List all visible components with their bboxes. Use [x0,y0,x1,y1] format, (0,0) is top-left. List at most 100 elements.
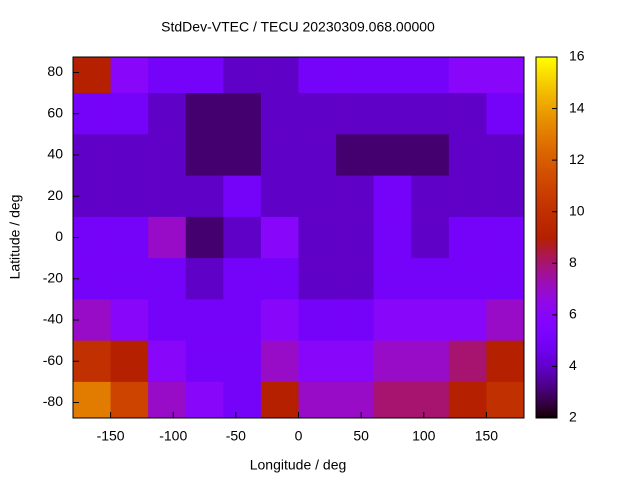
colorbar-gradient [536,61,557,64]
colorbar-gradient [536,201,557,204]
colorbar-gradient [536,247,557,250]
colorbar-gradient [536,393,557,397]
heatmap-cell [260,57,299,94]
colorbar-gradient [536,141,557,144]
colorbar-gradient [536,139,557,142]
heatmap-cell [110,381,149,419]
x-tick-label: 50 [353,428,369,444]
colorbar-gradient [536,109,557,112]
heatmap-cell [448,381,487,419]
colorbar-gradient [536,277,557,281]
colorbar-gradient [536,91,557,94]
y-tick-label: 60 [47,104,63,120]
colorbar-gradient [536,165,557,168]
colorbar-gradient [536,397,557,401]
colorbar-gradient [536,107,557,110]
colorbar-gradient [536,385,557,389]
heatmap-cell [336,134,375,177]
colorbar-gradient [536,155,557,158]
colorbar-gradient [536,309,557,313]
colorbar-gradient [536,265,557,268]
heatmap-cell [110,340,149,383]
colorbar-gradient [536,177,557,180]
colorbar-gradient [536,395,557,399]
heatmap-cell [185,381,224,419]
heatmap-cell [298,175,337,218]
colorbar-gradient [536,405,557,409]
colorbar-gradient [536,249,557,252]
colorbar-gradient [536,381,557,385]
colorbar-gradient [536,123,557,126]
heatmap-cell [486,258,525,300]
heatmap-cell [448,57,487,94]
colorbar-gradient [536,251,557,254]
colorbar-gradient [536,191,557,194]
colorbar-gradient [536,71,557,74]
colorbar-gradient [536,209,557,212]
colorbar-gradient [536,85,557,88]
heatmap-cell [148,93,187,135]
heatmap-cell [260,216,299,259]
colorbar-gradient [536,389,557,393]
colorbar-gradient [536,403,557,407]
colorbar-gradient [536,57,557,60]
colorbar-gradient [536,131,557,134]
heatmap-cell [185,93,224,135]
heatmap-cell [185,299,224,342]
colorbar-gradient [536,229,557,232]
heatmap-cell [373,93,412,135]
colorbar-gradient [536,371,557,375]
colorbar-gradient [536,225,557,228]
heatmap-cell [411,381,450,419]
colorbar-gradient [536,173,557,176]
colorbar-gradient [536,239,557,242]
colorbar-gradient [536,269,557,272]
colorbar-gradient [536,105,557,108]
colorbar-gradient [536,263,557,266]
heatmap-cell [298,93,337,135]
colorbar-gradient [536,175,557,178]
x-tick-label: -50 [226,428,246,444]
colorbar-gradient [536,153,557,156]
x-tick-label: 150 [475,428,499,444]
colorbar-gradient [536,157,557,160]
colorbar-gradient [536,219,557,222]
colorbar-gradient [536,127,557,130]
heatmap-cell [148,57,187,94]
colorbar-gradient [536,255,557,258]
colorbar-gradient [536,261,557,264]
heatmap-cell [486,57,525,94]
colorbar-gradient [536,227,557,230]
heatmap-cell [336,216,375,259]
colorbar-gradient [536,339,557,343]
colorbar-gradient [536,373,557,377]
colorbar-gradient [536,377,557,381]
colorbar-gradient [536,181,557,184]
colorbar-gradient [536,353,557,357]
heatmap-cell [260,134,299,177]
colorbar-gradient [536,267,557,270]
colorbar-gradient [536,293,557,297]
heatmap-cell [110,93,149,135]
heatmap-cell [73,340,112,383]
colorbar-gradient [536,75,557,78]
colorbar-gradient [536,167,557,170]
colorbar-tick-label: 12 [569,151,585,167]
colorbar-gradient [536,221,557,224]
colorbar-gradient [536,245,557,248]
heatmap-cell [73,175,112,218]
heatmap-cell [448,340,487,383]
colorbar-gradient [536,81,557,84]
colorbar-gradient [536,289,557,293]
heatmap-cell [73,216,112,259]
colorbar-gradient [536,329,557,333]
heatmap-cell [260,340,299,383]
colorbar-gradient [536,77,557,80]
colorbar-gradient [536,281,557,285]
colorbar-gradient [536,241,557,244]
colorbar-gradient [536,73,557,76]
colorbar-gradient [536,291,557,295]
colorbar-gradient [536,337,557,341]
colorbar-gradient [536,415,557,419]
